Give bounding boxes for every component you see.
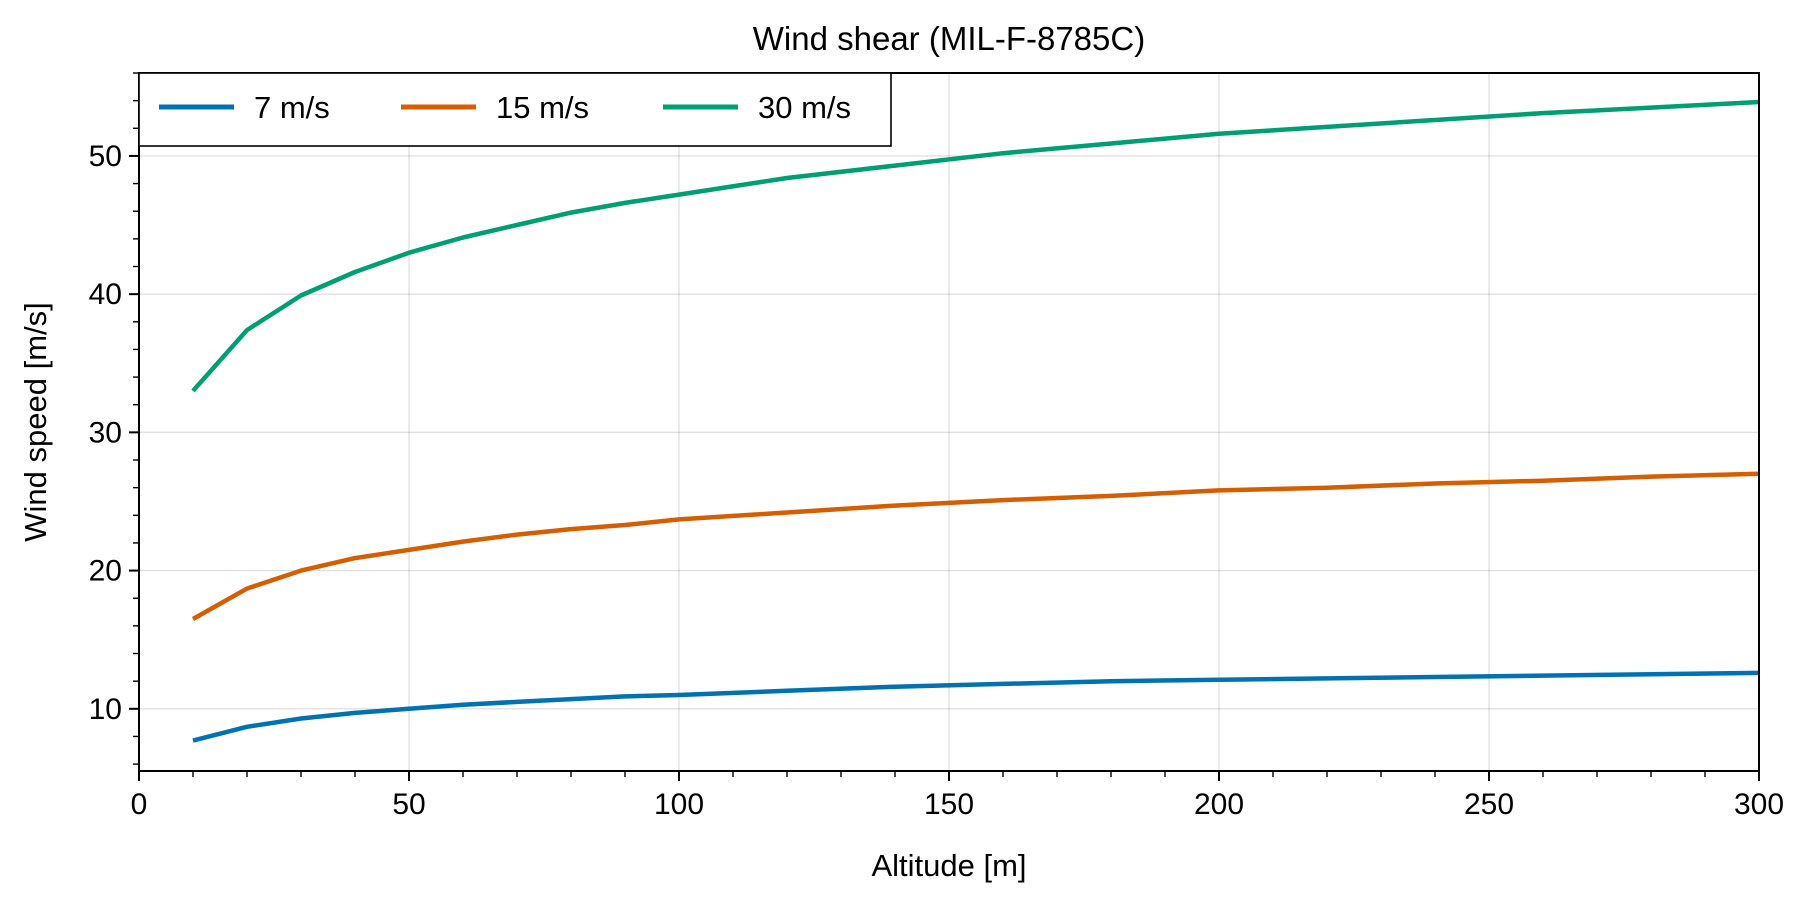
x-tick-label: 300 <box>1734 788 1784 821</box>
series-layer <box>191 99 1760 743</box>
grid-lines <box>139 73 1759 771</box>
x-tick-label: 250 <box>1464 788 1514 821</box>
y-tick-label: 40 <box>89 278 122 311</box>
legend: 7 m/s 15 m/s 30 m/s <box>138 72 892 147</box>
y-tick-label: 20 <box>89 555 122 588</box>
series-line-3 <box>191 99 1760 393</box>
y-tick-label: 10 <box>89 693 122 726</box>
x-tick-label: 0 <box>131 788 148 821</box>
x-tick-label: 200 <box>1194 788 1244 821</box>
legend-box <box>138 72 892 147</box>
series-line-1 <box>192 670 1760 743</box>
x-tick-label: 50 <box>392 788 425 821</box>
y-tick-label: 50 <box>89 140 122 173</box>
chart-title: Wind shear (MIL-F-8785C) <box>753 20 1145 57</box>
x-tick-label: 150 <box>924 788 974 821</box>
y-axis-label: Wind speed [m/s] <box>18 302 53 541</box>
axis-ticks: 0 50 100 150 200 250 300 10 20 30 40 50 <box>89 72 1784 821</box>
series-line-2 <box>191 471 1760 621</box>
legend-label-1: 7 m/s <box>254 90 330 125</box>
x-axis-label: Altitude [m] <box>871 848 1026 883</box>
legend-label-2: 15 m/s <box>496 90 589 125</box>
y-tick-label: 30 <box>89 416 122 449</box>
legend-label-3: 30 m/s <box>758 90 851 125</box>
x-tick-label: 100 <box>654 788 704 821</box>
